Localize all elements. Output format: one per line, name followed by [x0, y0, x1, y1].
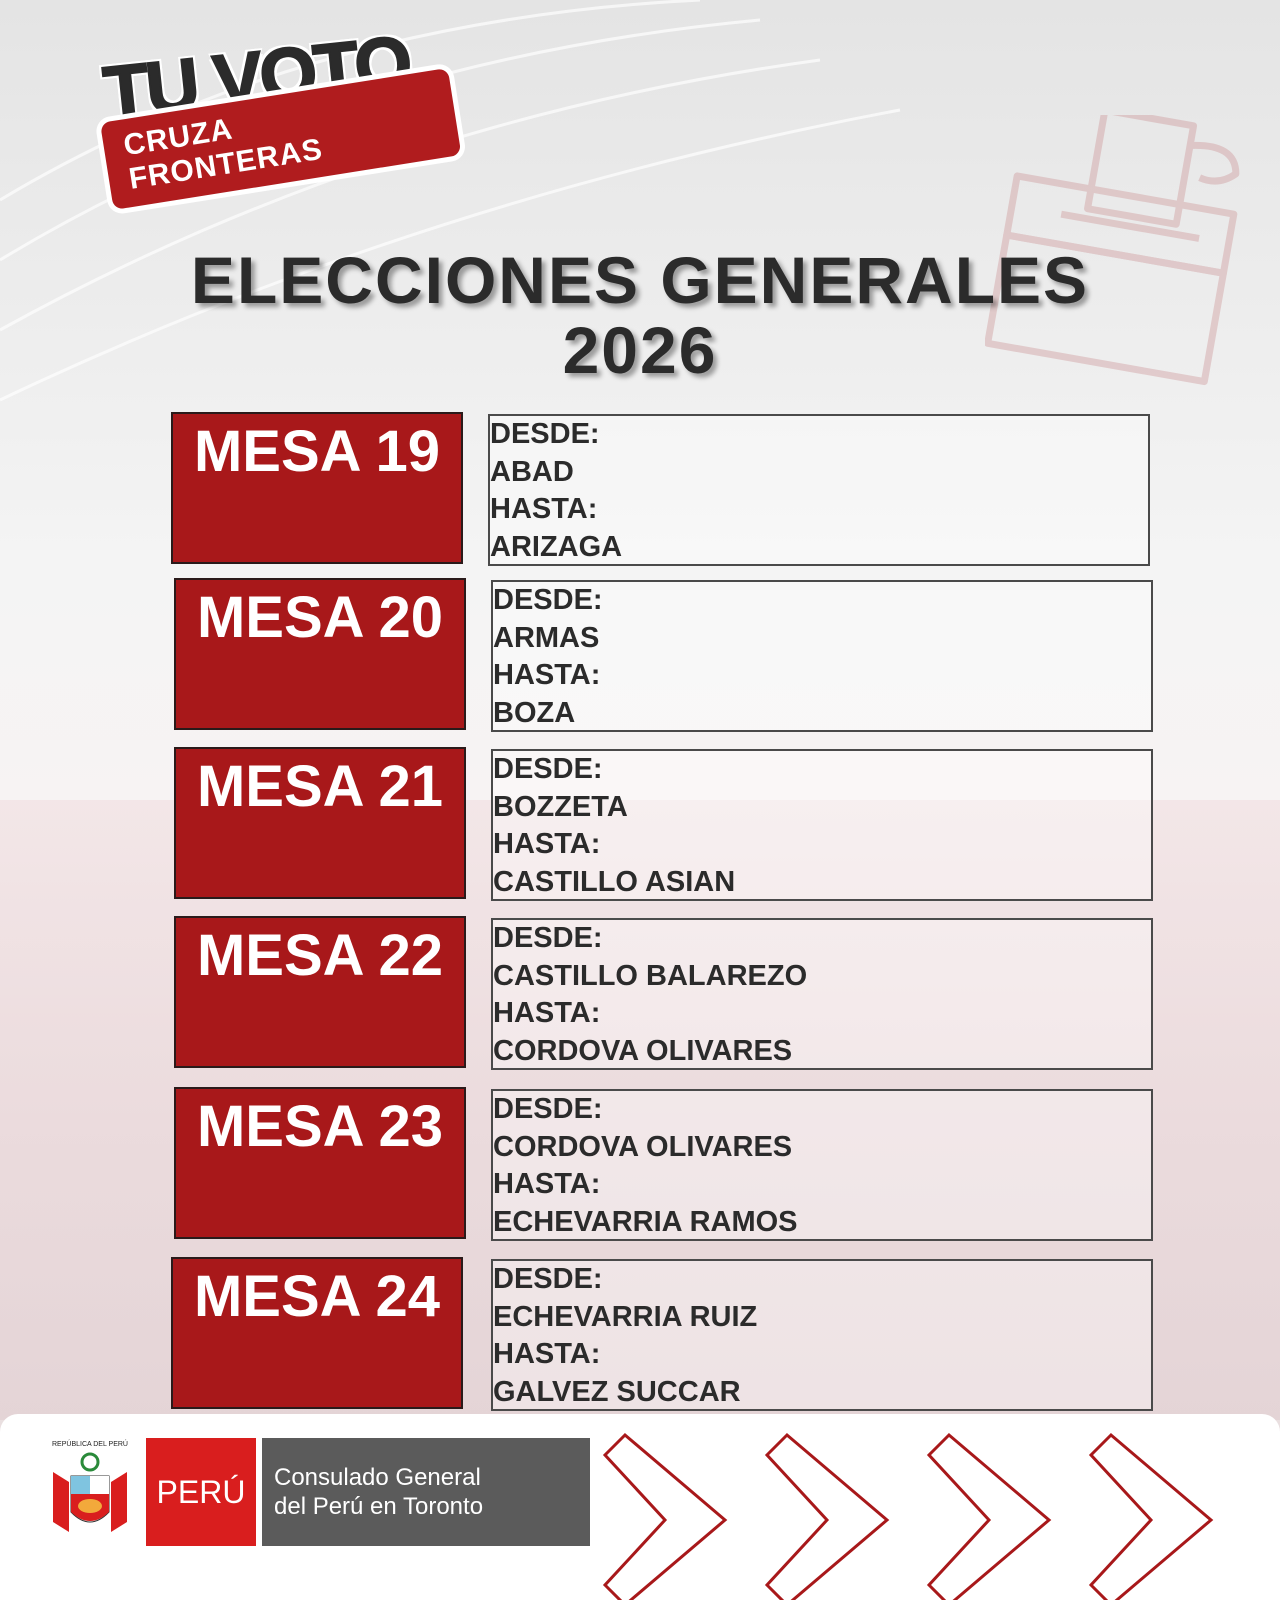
to-value: BOZA — [493, 696, 576, 729]
page-title: ELECCIONES GENERALES 2026 — [0, 245, 1280, 385]
peru-coat-of-arms-icon: REPÚBLICA DEL PERÚ — [52, 1439, 128, 1532]
to-value: ARIZAGA — [490, 530, 623, 563]
mesa-label: MESA 23 — [196, 1094, 444, 1159]
title-line-1: ELECCIONES GENERALES — [190, 243, 1090, 317]
mesa-badge: MESA 21 — [174, 747, 466, 899]
chevron-right-icon — [926, 1432, 1052, 1600]
from-label: DESDE: — [493, 584, 603, 616]
mesa-badge: MESA 20 — [174, 578, 466, 730]
from-label: DESDE: — [490, 418, 600, 450]
mesa-badge: MESA 22 — [174, 916, 466, 1068]
country-label: PERÚ — [156, 1473, 246, 1510]
from-value: ARMAS — [493, 621, 600, 654]
mesa-badge: MESA 23 — [174, 1087, 466, 1239]
mesa-range-box: DESDE: CASTILLO BALAREZO HASTA: CORDOVA … — [491, 918, 1153, 1070]
ballot-box-icon — [985, 115, 1240, 386]
peru-brand-block: PERÚ — [146, 1438, 256, 1546]
svg-text:REPÚBLICA DEL PERÚ: REPÚBLICA DEL PERÚ — [52, 1439, 128, 1448]
to-label: HASTA: — [493, 1168, 601, 1200]
from-label: DESDE: — [493, 922, 603, 954]
mesa-badge: MESA 19 — [171, 412, 463, 564]
to-value: CASTILLO ASIAN — [493, 865, 736, 898]
mesa-label: MESA 20 — [196, 585, 444, 650]
consulate-line-2: del Perú en Toronto — [274, 1493, 484, 1520]
from-value: CASTILLO BALAREZO — [493, 959, 808, 992]
from-label: DESDE: — [493, 753, 603, 785]
to-label: HASTA: — [493, 828, 601, 860]
from-value: ECHEVARRIA RUIZ — [493, 1300, 758, 1333]
campaign-logo: TU VOTO CRUZA FRONTERAS — [92, 19, 462, 210]
consulate-line-1: Consulado General — [274, 1464, 481, 1491]
consulate-block: Consulado General del Perú en Toronto — [262, 1438, 590, 1546]
from-value: CORDOVA OLIVARES — [493, 1130, 793, 1163]
mesa-range-box: DESDE: CORDOVA OLIVARES HASTA: ECHEVARRI… — [491, 1089, 1153, 1241]
to-label: HASTA: — [493, 1338, 601, 1370]
to-label: HASTA: — [493, 659, 601, 691]
title-line-2: 2026 — [562, 313, 718, 387]
mesa-label: MESA 24 — [193, 1264, 441, 1329]
to-label: HASTA: — [493, 997, 601, 1029]
mesa-label: MESA 19 — [193, 419, 441, 484]
to-label: HASTA: — [490, 493, 598, 525]
from-value: BOZZETA — [493, 790, 628, 823]
mesa-range-box: DESDE: ECHEVARRIA RUIZ HASTA: GALVEZ SUC… — [491, 1259, 1153, 1411]
chevron-right-icon — [764, 1432, 890, 1600]
to-value: ECHEVARRIA RAMOS — [493, 1205, 798, 1238]
from-label: DESDE: — [493, 1093, 603, 1125]
mesa-label: MESA 21 — [196, 754, 444, 819]
from-label: DESDE: — [493, 1263, 603, 1295]
mesa-range-box: DESDE: ABAD HASTA: ARIZAGA — [488, 414, 1150, 566]
mesa-badge: MESA 24 — [171, 1257, 463, 1409]
chevron-right-icon — [1088, 1432, 1214, 1600]
to-value: GALVEZ SUCCAR — [493, 1375, 741, 1408]
to-value: CORDOVA OLIVARES — [493, 1034, 793, 1067]
mesa-label: MESA 22 — [196, 923, 444, 988]
chevron-right-icon — [602, 1432, 728, 1600]
mesa-range-box: DESDE: BOZZETA HASTA: CASTILLO ASIAN — [491, 749, 1153, 901]
from-value: ABAD — [490, 455, 574, 488]
mesa-range-box: DESDE: ARMAS HASTA: BOZA — [491, 580, 1153, 732]
